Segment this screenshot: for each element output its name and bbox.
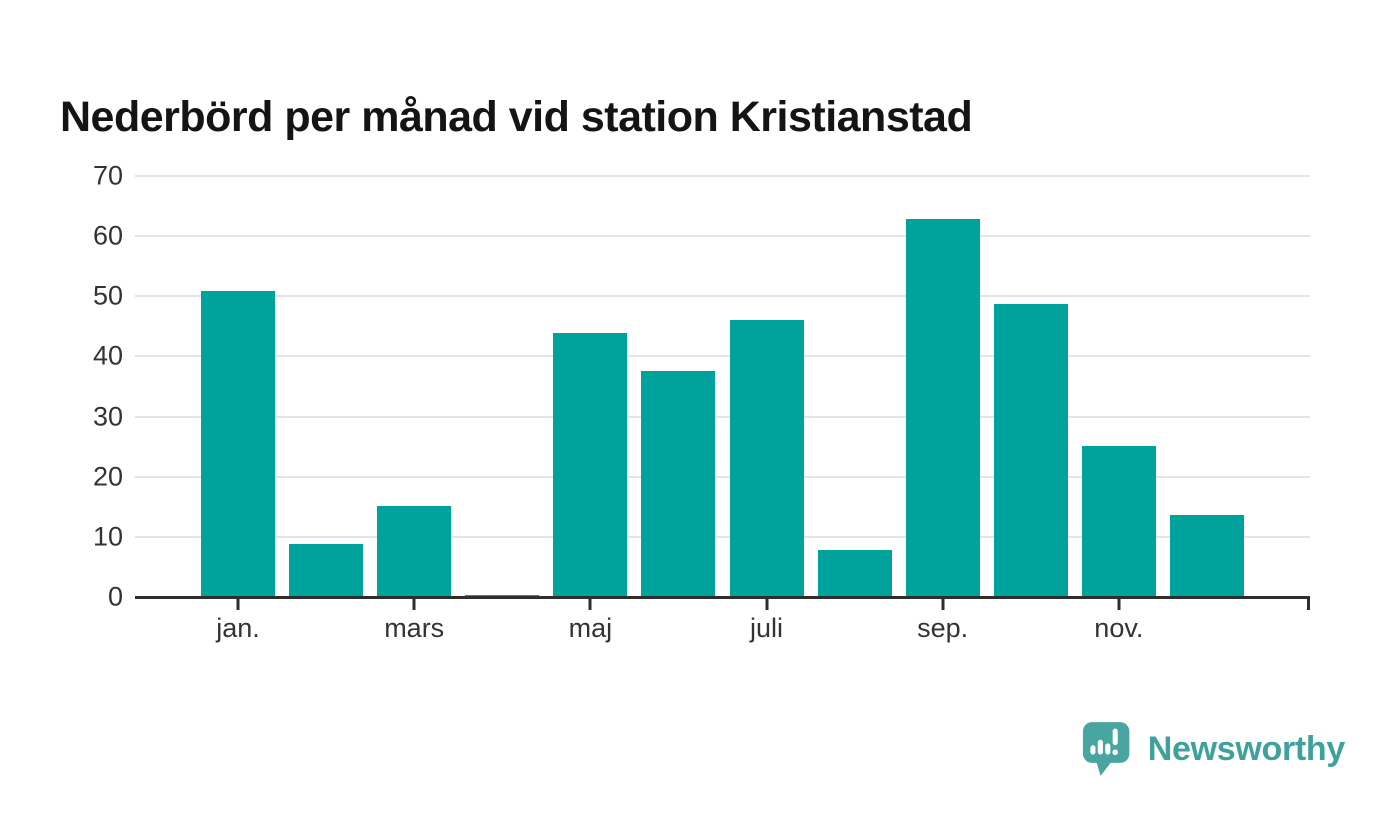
x-axis-tick-label: sep. xyxy=(917,613,969,643)
x-axis-tick xyxy=(1117,598,1121,610)
bar-sep. xyxy=(905,219,980,597)
gridline-10 xyxy=(135,535,1310,538)
x-axis-tick-label: juli xyxy=(749,613,784,643)
gridline-50 xyxy=(135,295,1310,298)
x-axis-line xyxy=(135,596,1310,599)
y-axis-tick-label: 70 xyxy=(92,160,123,191)
bar-jan. xyxy=(201,291,276,597)
bar-series: jan. mars maj juli sep. nov. xyxy=(135,176,1310,643)
x-axis-tick xyxy=(765,598,768,610)
bar-apr. xyxy=(465,594,540,597)
y-axis-tick-label: 10 xyxy=(92,521,123,552)
bar-slot-mars: mars xyxy=(370,176,458,643)
x-axis-tick-label: mars xyxy=(384,613,445,643)
gridline-30 xyxy=(135,415,1310,418)
bar-slot-juni xyxy=(634,176,722,597)
bar-slot-aug. xyxy=(811,176,899,597)
bar-slot-dec. xyxy=(1163,176,1251,597)
chart-title: Nederbörd per månad vid station Kristian… xyxy=(60,92,973,141)
bar-juli xyxy=(729,319,804,597)
gridline-70 xyxy=(135,175,1310,177)
bar-slot-nov.: nov. xyxy=(1075,176,1163,643)
bar-okt. xyxy=(993,303,1068,597)
gridline-20 xyxy=(135,475,1310,478)
bar-feb. xyxy=(289,544,364,597)
bar-mars xyxy=(377,505,452,597)
y-axis-tick-label: 0 xyxy=(107,581,123,612)
x-axis-tick-label: nov. xyxy=(1094,613,1144,643)
bar-slot-jan.: jan. xyxy=(194,176,282,643)
bar-slot-feb. xyxy=(282,176,370,597)
newsworthy-logo-text: Newsworthy xyxy=(1147,729,1346,768)
newsworthy-logo: Newsworthy xyxy=(1082,720,1345,778)
bar-chart-exclamation-icon xyxy=(1082,722,1130,776)
gridline-40 xyxy=(135,355,1310,358)
plot-area: jan. mars maj juli sep. nov. 0 10 20 30 40 50 60 70 xyxy=(93,162,1310,643)
y-axis-tick-label: 40 xyxy=(92,340,123,371)
bar-slot-sep.: sep. xyxy=(899,176,987,643)
bar-dec. xyxy=(1169,515,1244,597)
gridline-60 xyxy=(135,235,1310,238)
bar-slot-maj: maj xyxy=(546,176,634,643)
y-axis-tick-label: 30 xyxy=(92,401,123,432)
bar-slot-juli: juli xyxy=(722,176,810,643)
y-axis-tick-label: 20 xyxy=(92,461,123,492)
bar-aug. xyxy=(817,550,892,597)
x-axis-tick xyxy=(412,598,416,610)
x-axis-tick xyxy=(236,598,240,610)
bar-maj xyxy=(553,332,628,597)
x-axis-end-tick xyxy=(1307,598,1310,610)
bar-slot-okt. xyxy=(987,176,1075,597)
x-axis-tick xyxy=(941,598,945,610)
bar-slot-apr. xyxy=(458,176,546,597)
y-axis-tick-label: 50 xyxy=(92,280,123,311)
x-axis-tick-label: maj xyxy=(568,613,613,643)
bar-juni xyxy=(641,371,716,597)
bar-nov. xyxy=(1081,446,1156,597)
y-axis-tick-label: 60 xyxy=(92,220,123,251)
x-axis-tick-label: jan. xyxy=(216,613,260,643)
x-axis-tick xyxy=(588,598,592,610)
